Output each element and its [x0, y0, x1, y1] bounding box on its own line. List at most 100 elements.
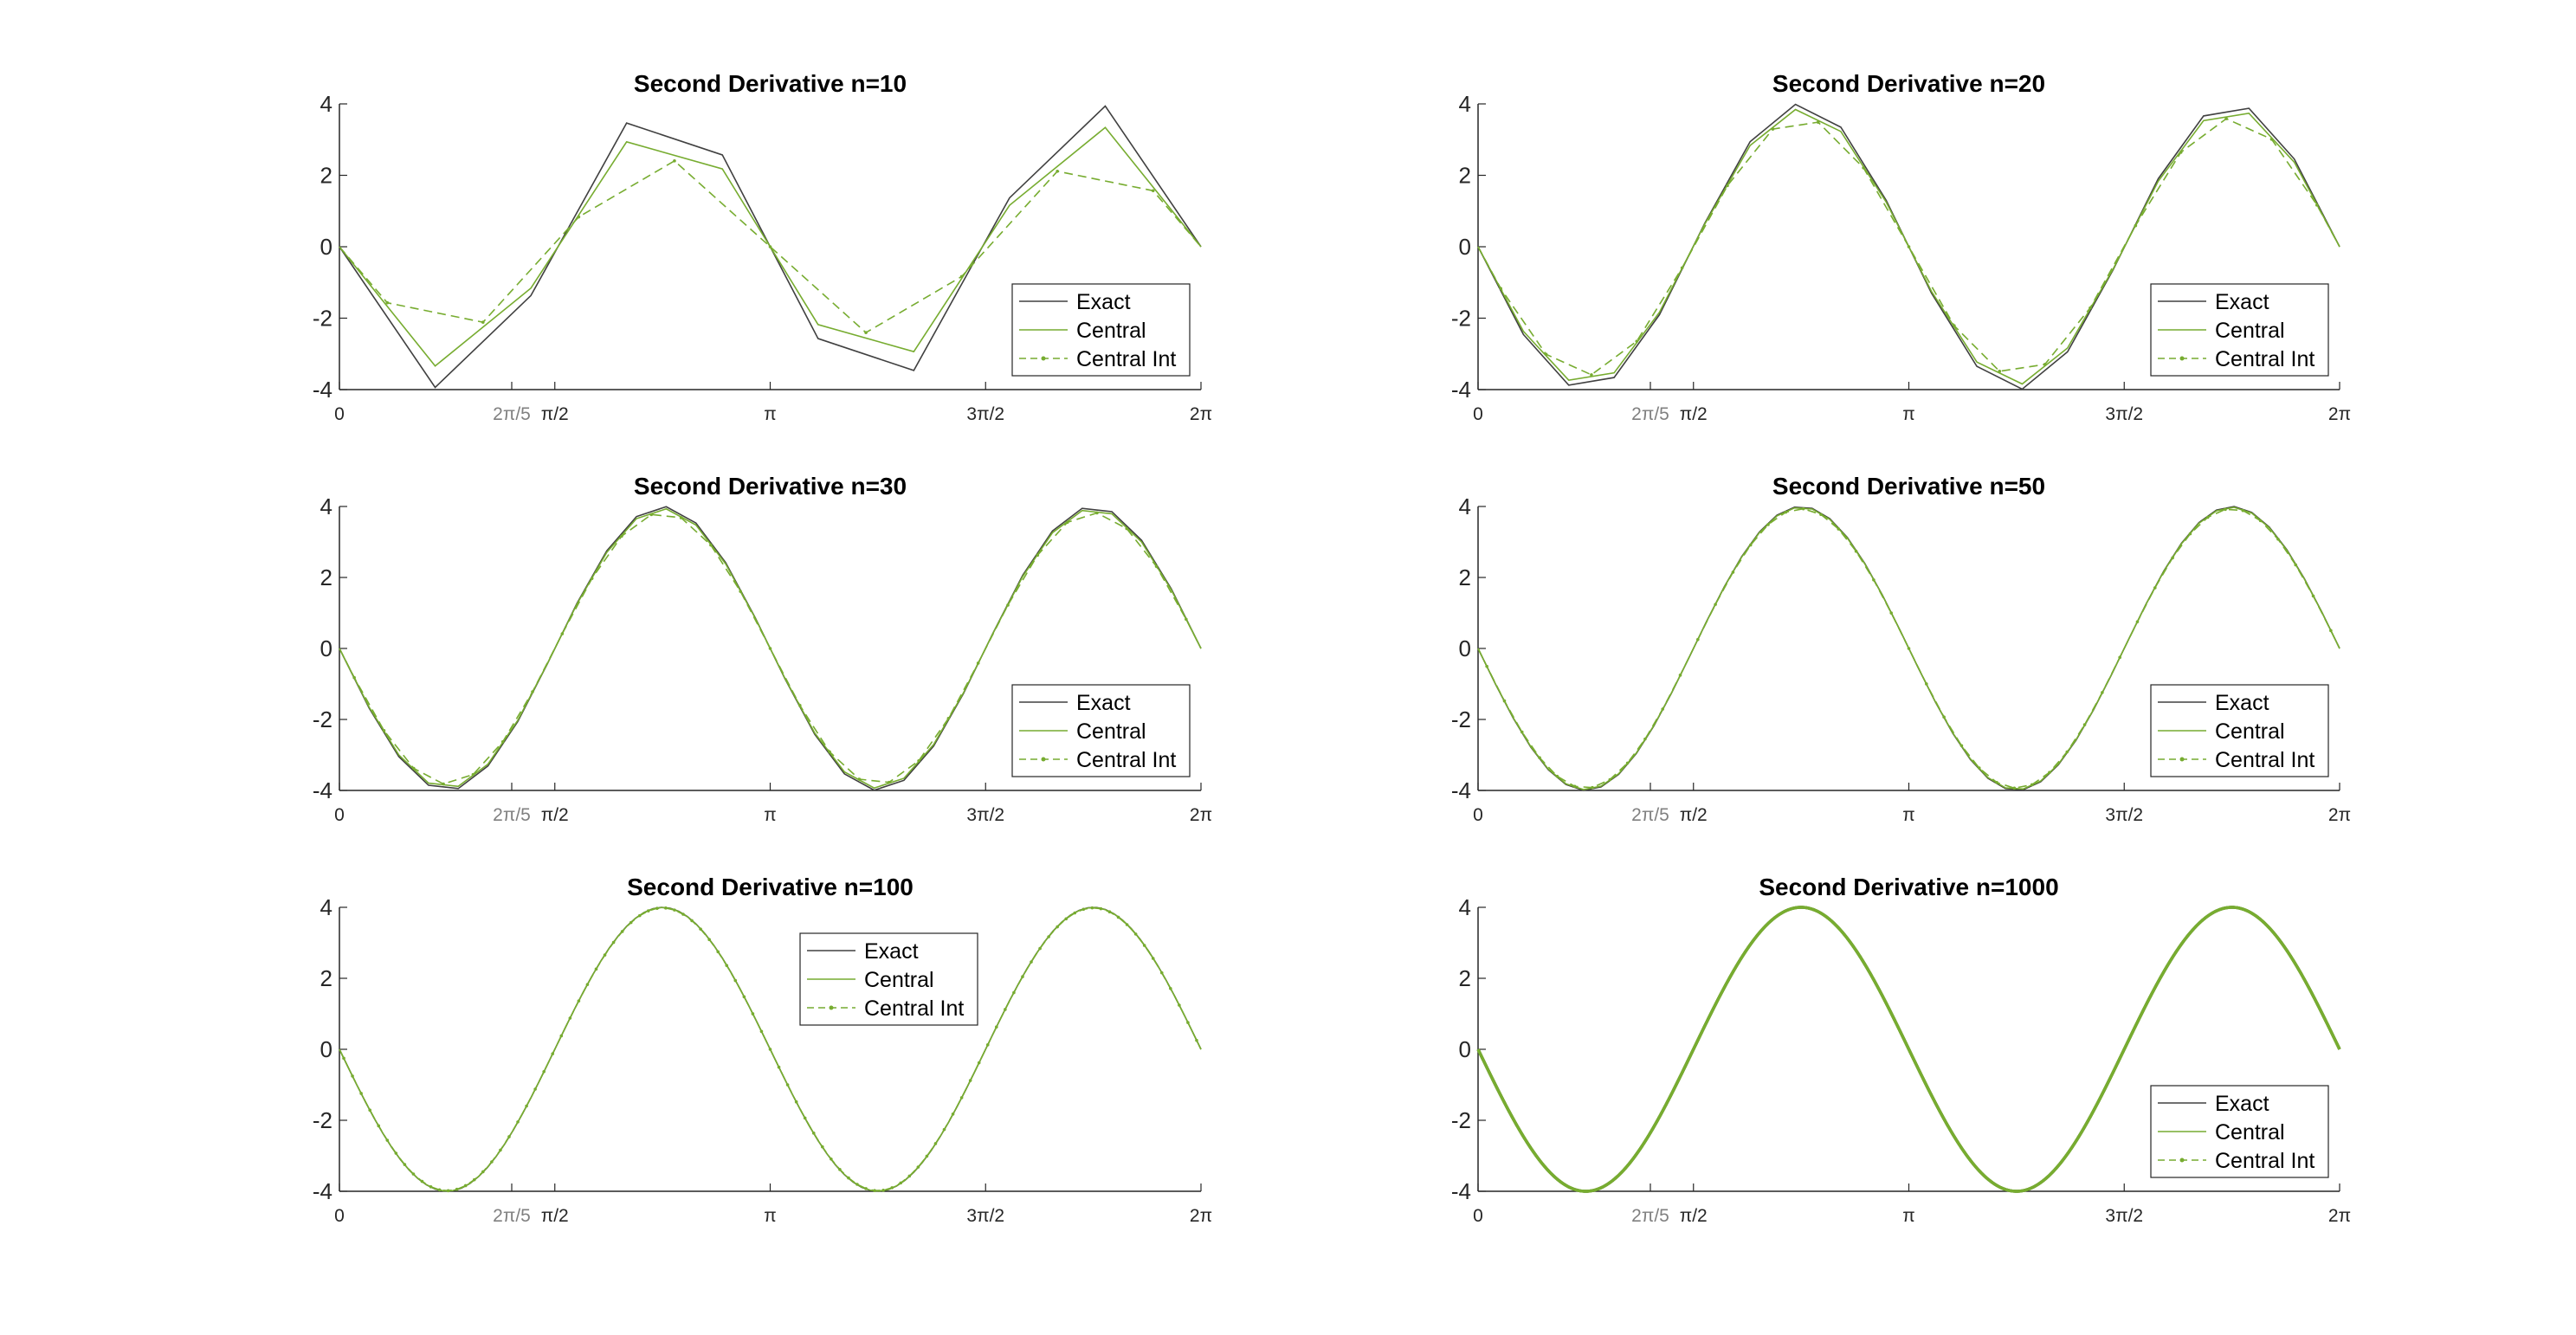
y-tick-label: -2 [313, 306, 332, 332]
x-tick-label: 2π/5 [1631, 805, 1669, 825]
central-int-point [2030, 783, 2034, 787]
x-tick-label: 2π [1190, 1206, 1212, 1226]
central-int-point [1995, 780, 1998, 784]
central-int-point [1159, 971, 1164, 975]
central-int-point [420, 1179, 424, 1183]
central-int-point [2101, 691, 2104, 694]
x-tick-label: π [1902, 805, 1915, 825]
x-tick-label: 3π/2 [966, 1206, 1004, 1226]
central-int-point [794, 1100, 798, 1104]
central-int-point [577, 999, 581, 1003]
central-int-point [1195, 1038, 1198, 1042]
y-tick-label: 0 [1459, 234, 1471, 260]
y-tick-label: -4 [313, 1178, 332, 1204]
central-int-point [946, 717, 951, 720]
central-int-point [855, 1183, 859, 1186]
x-tick-label: π [1902, 404, 1915, 424]
central-int-point [664, 906, 668, 910]
central-int-point [1555, 774, 1559, 778]
central-int-point [709, 543, 713, 547]
y-tick-label: -2 [313, 1107, 332, 1133]
y-tick-label: 4 [320, 91, 332, 117]
central-int-point [516, 1120, 520, 1124]
y-tick-label: -4 [313, 377, 332, 403]
central-int-point [977, 1061, 981, 1065]
central-int-point [1889, 611, 1893, 615]
central-int-point [533, 1087, 537, 1091]
y-tick-label: 2 [1459, 965, 1471, 991]
central-int-point [620, 930, 624, 933]
y-tick-label: 4 [1459, 894, 1471, 920]
central-int-point [699, 927, 702, 931]
central-int-point [925, 1154, 929, 1158]
central-int-point [463, 1183, 468, 1188]
legend-label: Central [1076, 319, 1146, 343]
central-int-point [542, 1070, 546, 1074]
central-int-point [1784, 510, 1788, 514]
central-int-point [1056, 170, 1059, 173]
central-int-point [1801, 506, 1805, 511]
central-int-point [959, 1096, 964, 1100]
x-tick-label: 2π/5 [493, 805, 531, 825]
series-central-int-line [339, 159, 1202, 334]
central-int-point [2269, 137, 2274, 141]
central-int-point [342, 1056, 345, 1061]
central-int-point [811, 1132, 816, 1135]
central-int-point [777, 1065, 781, 1069]
central-int-point [1771, 127, 1775, 131]
central-int-point [1142, 944, 1146, 947]
legend-label: Exact [2215, 290, 2269, 314]
central-int-point [646, 909, 650, 913]
central-int-point [830, 1157, 833, 1161]
central-int-point [351, 1074, 354, 1078]
central-int-point [1766, 523, 1770, 526]
central-int-point [725, 964, 729, 967]
legend-marker [1041, 356, 1046, 361]
central-int-point [611, 940, 616, 945]
central-int-point [352, 675, 356, 680]
y-tick-label: 2 [320, 564, 332, 590]
central-int-point [620, 534, 623, 539]
central-int-point [1907, 647, 1911, 650]
central-int-point [890, 1186, 894, 1190]
central-int-point [2134, 223, 2138, 228]
central-int-point [1116, 915, 1120, 919]
central-int-point [2135, 620, 2140, 623]
y-tick-label: 4 [1459, 493, 1471, 519]
central-int-point [525, 1104, 528, 1108]
legend: Exact Central Central Int [1011, 283, 1191, 377]
central-int-point [560, 632, 565, 635]
y-tick-label: -2 [313, 706, 332, 732]
y-tick-label: 4 [320, 493, 332, 519]
central-int-point [1680, 266, 1684, 270]
central-int-point [907, 1174, 912, 1178]
central-int-point [976, 661, 980, 665]
x-tick-label: π [1902, 1206, 1915, 1226]
central-int-point [2082, 723, 2087, 726]
central-int-point [2294, 563, 2298, 567]
x-tick-label: 3π/2 [2105, 805, 2143, 825]
central-int-point [828, 750, 831, 754]
central-int-point [959, 274, 964, 279]
central-int-point [1925, 682, 1928, 686]
legend-label: Exact [1076, 691, 1131, 715]
central-int-point [942, 1127, 946, 1132]
x-tick-label: π/2 [541, 805, 569, 825]
central-int-point [679, 516, 683, 519]
central-int-point [759, 1029, 764, 1034]
y-tick-label: 4 [1459, 91, 1471, 117]
legend-label: Central Int [2215, 748, 2315, 772]
central-int-point [594, 967, 598, 971]
y-tick-label: 0 [320, 635, 332, 661]
central-int-point [2315, 203, 2319, 207]
central-int-point [2329, 629, 2333, 633]
central-int-point [2311, 594, 2315, 598]
x-tick-label: π [764, 1206, 777, 1226]
central-int-point [1485, 664, 1488, 668]
x-tick-label: 0 [1473, 1206, 1483, 1226]
central-int-point [716, 950, 720, 954]
y-tick-label: 0 [1459, 1036, 1471, 1062]
x-tick-label: π/2 [1680, 805, 1708, 825]
